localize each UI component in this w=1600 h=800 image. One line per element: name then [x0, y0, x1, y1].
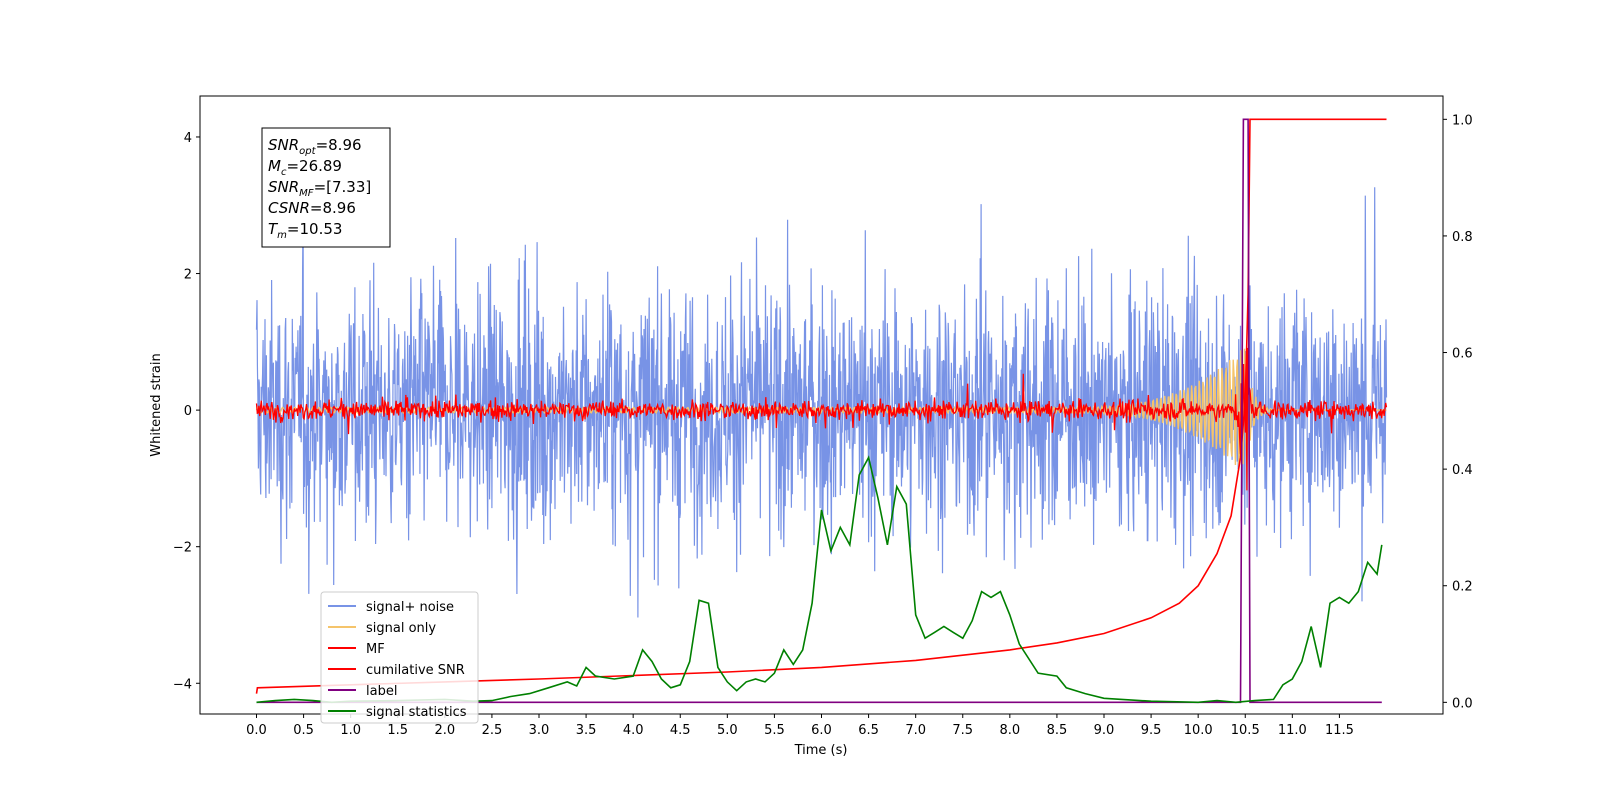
- signal-statistics-line: [256, 455, 1383, 704]
- x-tick-label: 6.0: [811, 723, 832, 738]
- x-axis-ticks: 0.0 0.5 1.0 1.5 2.0 2.5 3.0 3.5 4.0 4.5 5.0 5.5 6.0 6…: [246, 714, 1354, 738]
- label-line: [256, 118, 1382, 704]
- x-tick-label: 4.5: [670, 723, 691, 738]
- mf-line: [255, 347, 1388, 491]
- x-tick-label: 10.5: [1231, 723, 1260, 738]
- y-tick-label: −2: [173, 541, 192, 556]
- x-tick-label: 8.5: [1047, 723, 1068, 738]
- annotation-line: SNRopt=8.96: [268, 136, 362, 157]
- x-tick-label: 3.5: [576, 723, 597, 738]
- x-tick-label: 5.0: [717, 723, 738, 738]
- annotation-frame: [261, 127, 391, 248]
- annotation-line: Mc=26.89: [268, 157, 342, 178]
- annotation-line: CSNR=8.96: [268, 199, 356, 217]
- signal-statistics-series: [256, 455, 1383, 704]
- x-tick-label: 11.0: [1278, 723, 1307, 738]
- label-series: [256, 118, 1382, 704]
- y-tick-label: 2: [184, 268, 192, 283]
- y2-tick-label: 0.4: [1452, 463, 1473, 478]
- y2-tick-label: 1.0: [1452, 113, 1473, 128]
- legend-entry: label: [366, 684, 397, 699]
- x-tick-label: 9.0: [1094, 723, 1115, 738]
- x-tick-label: 10.0: [1184, 723, 1213, 738]
- x-tick-label: 7.0: [905, 723, 926, 738]
- y-tick-label: 0: [184, 404, 192, 419]
- legend-entry: signal only: [366, 621, 436, 636]
- y2-tick-label: 0.6: [1452, 347, 1473, 362]
- x-tick-label: 2.0: [434, 723, 455, 738]
- legend-entry: MF: [366, 642, 385, 657]
- mf-series: [255, 347, 1388, 491]
- legend-frame: [320, 591, 479, 724]
- signal-noise-series: [255, 187, 1388, 618]
- x-tick-label: 5.5: [764, 723, 785, 738]
- legend-entry: cumilative SNR: [366, 663, 465, 678]
- x-tick-label: 9.5: [1141, 723, 1162, 738]
- legend: signal+ noise signal only MF cumilative SNR…: [320, 591, 479, 724]
- cumilative-snr-line: [255, 118, 1387, 694]
- x-tick-label: 1.0: [340, 723, 361, 738]
- y2-tick-label: 0.2: [1452, 580, 1473, 595]
- plot-area: [255, 118, 1388, 704]
- x-tick-label: 8.0: [999, 723, 1020, 738]
- y-axis-ticks: 4 2 0 −2 −4: [173, 131, 200, 692]
- x-tick-label: 0.0: [246, 723, 267, 738]
- x-tick-label: 1.5: [387, 723, 408, 738]
- legend-entry: signal+ noise: [366, 600, 454, 615]
- x-tick-label: 0.5: [293, 723, 314, 738]
- signal-noise-line: [255, 187, 1388, 618]
- annotation-line: Tm=10.53: [268, 220, 342, 241]
- x-tick-label: 6.5: [858, 723, 879, 738]
- y-tick-label: 4: [184, 131, 192, 146]
- x-tick-label: 4.0: [623, 723, 644, 738]
- x-tick-label: 3.0: [529, 723, 550, 738]
- y-axis-label: Whitened strain: [149, 353, 164, 456]
- x-axis-label: Time (s): [794, 743, 848, 758]
- legend-entry: signal statistics: [366, 705, 467, 720]
- cumilative-snr-series: [255, 118, 1387, 694]
- y2-axis-ticks: 1.0 0.8 0.6 0.4 0.2 0.0: [1443, 113, 1473, 711]
- y2-tick-label: 0.8: [1452, 230, 1473, 245]
- stats-annotation-box: SNRopt=8.96Mc=26.89SNRMF=[7.33]CSNR=8.96…: [261, 127, 391, 248]
- x-tick-label: 7.5: [952, 723, 973, 738]
- y2-tick-label: 0.0: [1452, 696, 1473, 711]
- x-tick-label: 2.5: [482, 723, 503, 738]
- annotation-line: SNRMF=[7.33]: [268, 178, 371, 199]
- x-tick-label: 11.5: [1325, 723, 1354, 738]
- y-tick-label: −4: [173, 677, 192, 692]
